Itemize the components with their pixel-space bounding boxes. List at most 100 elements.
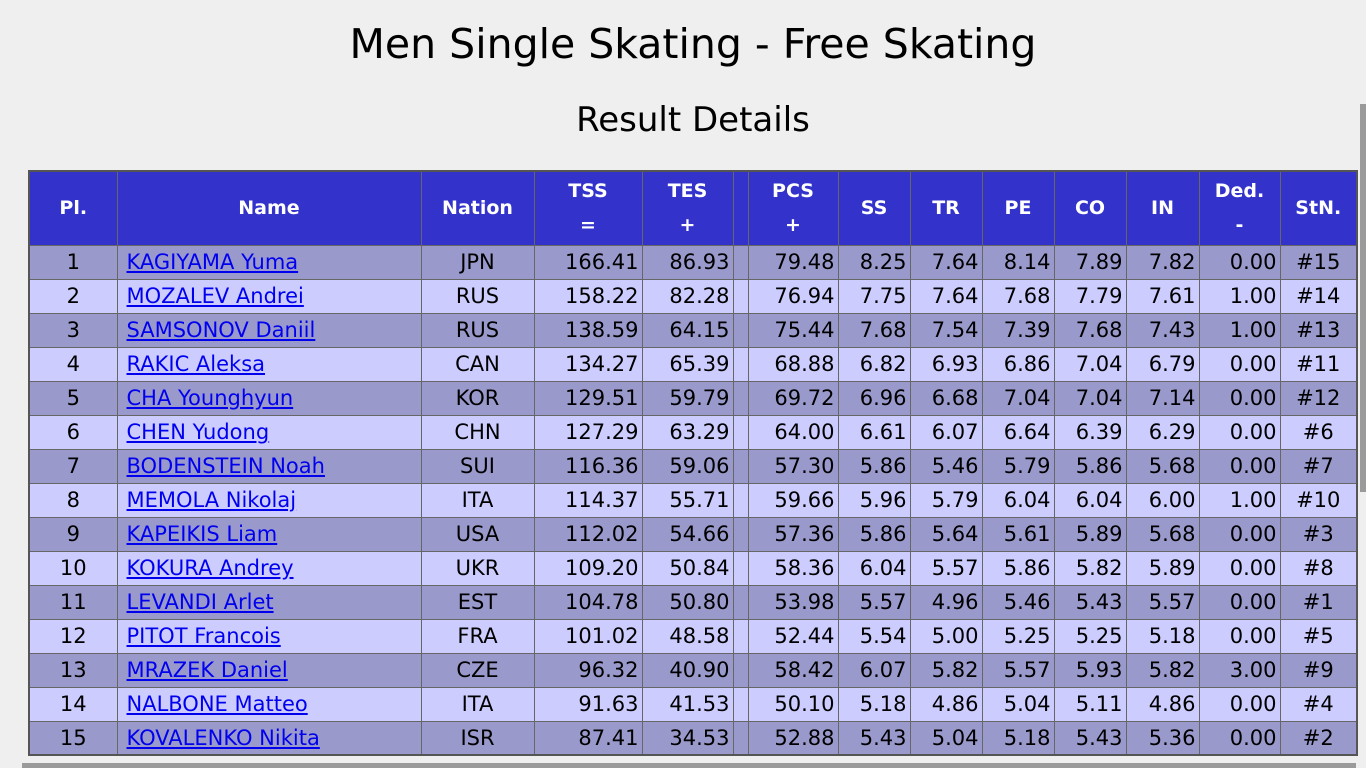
ss-cell: 6.61 [837,414,911,450]
skater-link[interactable]: CHA Younghyun [126,386,294,410]
skater-name-cell: MEMOLA Nikolaj [116,482,422,518]
table-row: 6 CHEN Yudong CHN 127.29 63.29 64.00 6.61 6.07 6… [28,414,1358,450]
skater-link[interactable]: LEVANDI Arlet [126,590,274,614]
table-row: 15 KOVALENKO Nikita ISR 87.41 34.53 52.88 5.43… [28,720,1358,756]
skater-link[interactable]: PITOT Francois [126,624,281,648]
tss-cell: 114.37 [533,482,643,518]
co-cell: 5.82 [1053,550,1127,586]
skater-link[interactable]: CHEN Yudong [126,420,270,444]
header-starting-number: StN. [1279,170,1358,246]
header-ded-symbol: - [1235,214,1244,237]
pcs-cell: 79.48 [747,244,839,280]
tss-cell: 116.36 [533,448,643,484]
skater-name-cell: BODENSTEIN Noah [116,448,422,484]
in-cell: 5.68 [1125,516,1200,552]
deduction-cell: 0.00 [1198,686,1281,722]
skater-name-cell: KOVALENKO Nikita [116,720,422,756]
table-row: 3 SAMSONOV Daniil RUS 138.59 64.15 75.44 7.68 7… [28,312,1358,348]
tes-cell: 50.84 [641,550,734,586]
in-cell: 5.18 [1125,618,1200,654]
deduction-cell: 1.00 [1198,312,1281,348]
pcs-cell: 58.42 [747,652,839,688]
co-cell: 7.79 [1053,278,1127,314]
tr-cell: 4.96 [909,584,983,620]
skater-link[interactable]: RAKIC Aleksa [126,352,266,376]
starting-number-cell: #4 [1279,686,1358,722]
pe-cell: 5.57 [981,652,1055,688]
pcs-cell: 52.88 [747,720,839,756]
tes-cell: 59.79 [641,380,734,416]
vertical-scrollbar[interactable] [1360,104,1366,492]
ss-cell: 6.04 [837,550,911,586]
tes-cell: 48.58 [641,618,734,654]
tes-cell: 50.80 [641,584,734,620]
co-cell: 7.04 [1053,346,1127,382]
tss-cell: 87.41 [533,720,643,756]
tss-cell: 134.27 [533,346,643,382]
deduction-cell: 0.00 [1198,550,1281,586]
skater-link[interactable]: NALBONE Matteo [126,692,308,716]
starting-number-cell: #6 [1279,414,1358,450]
skater-name-cell: PITOT Francois [116,618,422,654]
header-pcs: PCS + [747,170,839,246]
deduction-cell: 0.00 [1198,244,1281,280]
tss-cell: 101.02 [533,618,643,654]
tr-cell: 5.57 [909,550,983,586]
skater-link[interactable]: SAMSONOV Daniil [126,318,316,342]
header-nation: Nation [420,170,535,246]
deduction-cell: 1.00 [1198,482,1281,518]
tss-cell: 96.32 [533,652,643,688]
co-cell: 5.43 [1053,584,1127,620]
in-cell: 6.00 [1125,482,1200,518]
in-cell: 5.36 [1125,720,1200,756]
in-cell: 5.82 [1125,652,1200,688]
co-cell: 5.25 [1053,618,1127,654]
pcs-cell: 52.44 [747,618,839,654]
spacer-cell [732,244,749,280]
nation-cell: USA [420,516,535,552]
skater-link[interactable]: KOKURA Andrey [126,556,294,580]
ss-cell: 5.43 [837,720,911,756]
tr-cell: 5.04 [909,720,983,756]
tr-cell: 5.46 [909,448,983,484]
skater-name-cell: NALBONE Matteo [116,686,422,722]
pe-cell: 5.18 [981,720,1055,756]
skater-name-cell: SAMSONOV Daniil [116,312,422,348]
deduction-cell: 0.00 [1198,346,1281,382]
skater-link[interactable]: KOVALENKO Nikita [126,725,320,750]
skater-link[interactable]: KAGIYAMA Yuma [126,250,299,274]
skater-link[interactable]: MEMOLA Nikolaj [126,488,297,512]
tes-cell: 54.66 [641,516,734,552]
deduction-cell: 0.00 [1198,448,1281,484]
skater-name-cell: KAPEIKIS Liam [116,516,422,552]
pcs-cell: 57.30 [747,448,839,484]
pcs-cell: 58.36 [747,550,839,586]
place-cell: 8 [28,482,118,518]
skater-link[interactable]: BODENSTEIN Noah [126,454,325,478]
spacer-cell [732,550,749,586]
place-cell: 2 [28,278,118,314]
skater-link[interactable]: KAPEIKIS Liam [126,522,278,546]
nation-cell: RUS [420,312,535,348]
horizontal-scrollbar[interactable] [22,763,1356,768]
in-cell: 5.68 [1125,448,1200,484]
spacer-cell [732,278,749,314]
skater-link[interactable]: MRAZEK Daniel [126,658,288,682]
ss-cell: 5.96 [837,482,911,518]
header-spacer [732,170,749,246]
tes-cell: 82.28 [641,278,734,314]
place-cell: 1 [28,244,118,280]
table-row: 14 NALBONE Matteo ITA 91.63 41.53 50.10 5.18 4.… [28,686,1358,722]
pe-cell: 6.04 [981,482,1055,518]
place-cell: 6 [28,414,118,450]
tes-cell: 65.39 [641,346,734,382]
header-ss: SS [837,170,911,246]
in-cell: 5.57 [1125,584,1200,620]
pe-cell: 7.04 [981,380,1055,416]
spacer-cell [732,720,749,756]
skater-link[interactable]: MOZALEV Andrei [126,284,304,308]
spacer-cell [732,346,749,382]
header-in: IN [1125,170,1200,246]
ss-cell: 5.18 [837,686,911,722]
pcs-cell: 53.98 [747,584,839,620]
